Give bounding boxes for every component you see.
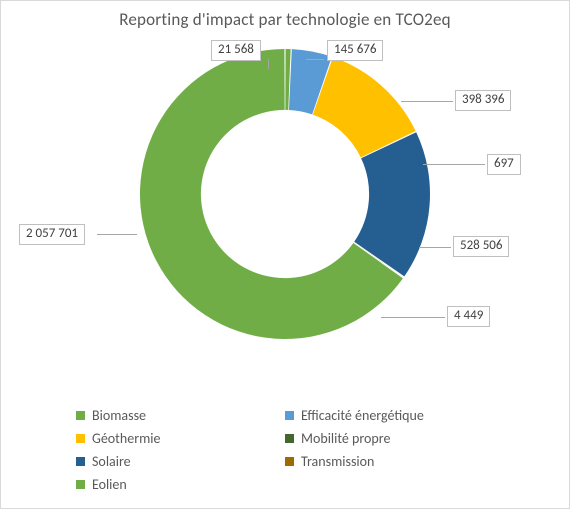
leader-line [306, 59, 324, 60]
leader-line [419, 247, 451, 248]
legend-item-eolien: Eolien [76, 473, 285, 496]
legend-label: Eolien [92, 476, 127, 493]
legend-swatch [285, 411, 294, 420]
data-label-eolien: 2 057 701 [19, 224, 85, 245]
data-label-biomasse: 21 568 [211, 40, 261, 61]
leader-line [268, 59, 269, 69]
legend-item-solaire: Solaire [76, 450, 285, 473]
donut-chart-svg [125, 34, 445, 354]
legend-swatch [285, 457, 294, 466]
legend-label: Mobilité propre [301, 430, 390, 447]
legend-label: Géothermie [92, 430, 160, 447]
chart-container: Reporting d'impact par technologie en TC… [0, 0, 570, 509]
legend-item-transmission: Transmission [285, 450, 494, 473]
legend: Biomasse Efficacité énergétique Géotherm… [76, 404, 494, 496]
data-label-transmission: 4 449 [447, 306, 490, 327]
data-label-geothermie: 398 396 [455, 90, 511, 111]
data-label-efficacite: 145 676 [327, 40, 383, 61]
legend-label: Biomasse [92, 407, 146, 424]
data-label-mobilite: 697 [487, 154, 521, 175]
leader-line [401, 101, 453, 102]
legend-item-biomasse: Biomasse [76, 404, 285, 427]
leader-line [423, 164, 485, 165]
legend-item-efficacite: Efficacité énergétique [285, 404, 494, 427]
chart-area: 21 568 145 676 398 396 697 528 506 4 449… [1, 34, 569, 384]
legend-swatch [76, 434, 85, 443]
leader-line [381, 317, 445, 318]
legend-label: Solaire [92, 453, 131, 470]
chart-title: Reporting d'impact par technologie en TC… [1, 1, 569, 34]
legend-label: Transmission [301, 453, 374, 470]
leader-line [97, 234, 137, 235]
legend-swatch [76, 480, 85, 489]
legend-swatch [285, 434, 294, 443]
data-label-solaire: 528 506 [453, 236, 509, 257]
legend-swatch [76, 411, 85, 420]
legend-label: Efficacité énergétique [301, 407, 424, 424]
legend-item-geothermie: Géothermie [76, 427, 285, 450]
legend-item-mobilite: Mobilité propre [285, 427, 494, 450]
legend-swatch [76, 457, 85, 466]
